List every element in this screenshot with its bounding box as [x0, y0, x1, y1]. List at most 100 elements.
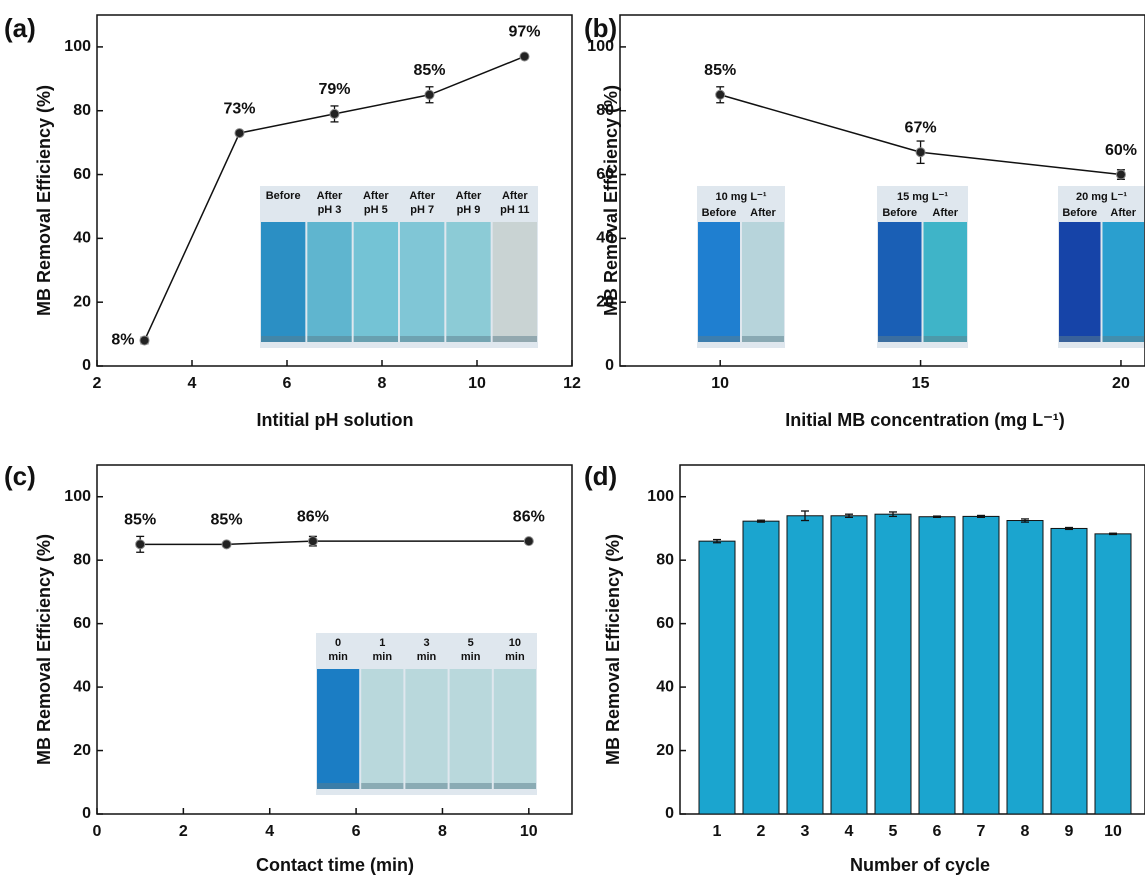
y-tick-label: 20 — [73, 293, 91, 310]
y-tick-label: 60 — [656, 615, 674, 632]
y-axis-title: MB Removal Efficiency (%) — [34, 534, 54, 765]
x-tick-label: 8 — [378, 375, 387, 392]
vial-bottom — [405, 783, 448, 789]
inset-title: 15 mg L⁻¹ — [897, 191, 948, 203]
vial — [698, 222, 740, 342]
point — [139, 335, 150, 346]
y-tick-label: 40 — [73, 678, 91, 695]
vial-bottom — [1102, 336, 1144, 342]
point — [135, 539, 146, 550]
vial — [446, 222, 491, 342]
inset-label: min — [461, 651, 481, 663]
inset-label: min — [328, 651, 348, 663]
bar — [874, 513, 912, 815]
y-tick-label: 60 — [73, 166, 91, 183]
inset-label: After — [317, 190, 343, 202]
error-bar — [713, 538, 721, 544]
error-bar — [801, 510, 809, 522]
inset-title: 20 mg L⁻¹ — [1076, 191, 1127, 203]
inset-label: 5 — [468, 637, 474, 649]
x-tick-label: 1 — [713, 823, 722, 840]
vial — [261, 222, 306, 342]
x-tick-label: 10 — [711, 375, 729, 392]
x-tick-label: 2 — [757, 823, 766, 840]
vial — [923, 222, 967, 342]
inset-photo — [260, 186, 538, 348]
inset-label: min — [505, 651, 525, 663]
vial-bottom — [492, 336, 537, 342]
panel-label: (c) — [4, 461, 36, 491]
vial — [361, 669, 404, 789]
y-axis-title: MB Removal Efficiency (%) — [603, 534, 623, 765]
bar — [962, 515, 1000, 815]
point — [329, 108, 340, 119]
x-tick-label: 2 — [179, 823, 188, 840]
y-tick-label: 20 — [73, 742, 91, 759]
y-axis-title: MB Removal Efficiency (%) — [601, 85, 621, 316]
vial-bottom — [878, 336, 922, 342]
x-tick-label: 8 — [438, 823, 447, 840]
vial — [742, 222, 784, 342]
panel-label: (b) — [584, 13, 617, 43]
y-tick-label: 20 — [656, 742, 674, 759]
inset-label: After — [363, 190, 389, 202]
y-tick-label: 100 — [647, 488, 674, 505]
x-tick-label: 2 — [93, 375, 102, 392]
y-tick-label: 0 — [82, 805, 91, 822]
inset-label: pH 11 — [500, 204, 529, 216]
x-tick-label: 9 — [1065, 823, 1074, 840]
x-tick-label: 5 — [889, 823, 898, 840]
error-bar — [977, 514, 985, 518]
x-tick-label: 15 — [912, 375, 930, 392]
inset-label: pH 9 — [457, 204, 481, 216]
plot-frame — [679, 464, 1145, 815]
vial-bottom — [261, 336, 306, 342]
inset-label: 0 — [335, 637, 341, 649]
value-label: 85% — [413, 62, 445, 79]
vial-bottom — [923, 336, 967, 342]
x-tick-label: 10 — [1104, 823, 1122, 840]
y-axis-title: MB Removal Efficiency (%) — [34, 85, 54, 316]
inset-title: 10 mg L⁻¹ — [715, 191, 766, 203]
plot-frame — [96, 464, 573, 815]
vial-bottom — [1059, 336, 1101, 342]
vial — [405, 669, 448, 789]
vial-bottom — [742, 336, 784, 342]
x-tick-label: 6 — [283, 375, 292, 392]
panel-label: (a) — [4, 13, 36, 43]
plot-frame — [96, 14, 573, 367]
inset-label: 1 — [379, 637, 385, 649]
bar — [1094, 533, 1132, 815]
x-tick-label: 8 — [1021, 823, 1030, 840]
inset-label: After — [409, 190, 435, 202]
y-tick-label: 0 — [605, 357, 614, 374]
value-label: 85% — [211, 512, 243, 529]
vial — [1102, 222, 1144, 342]
vial-bottom — [449, 783, 492, 789]
point — [715, 89, 726, 100]
inset-label: 10 — [509, 637, 521, 649]
value-label: 73% — [223, 100, 255, 117]
inset-label: After — [750, 207, 776, 219]
inset-label: After — [1110, 207, 1136, 219]
error-bar — [933, 515, 941, 518]
x-tick-label: 12 — [563, 375, 581, 392]
x-tick-label: 10 — [520, 823, 538, 840]
bar — [830, 515, 868, 815]
error-bar — [1065, 526, 1073, 531]
x-axis-title: Contact time (min) — [256, 855, 414, 875]
error-bar — [1109, 532, 1117, 536]
point — [307, 536, 318, 547]
y-tick-label: 60 — [73, 615, 91, 632]
panel-label: (d) — [584, 461, 617, 491]
x-tick-label: 10 — [468, 375, 486, 392]
bar — [698, 540, 736, 815]
y-tick-label: 20 — [596, 293, 614, 310]
x-tick-label: 6 — [352, 823, 361, 840]
y-tick-label: 40 — [656, 678, 674, 695]
point — [523, 536, 534, 547]
inset-label: Before — [266, 190, 301, 202]
x-tick-label: 4 — [188, 375, 197, 392]
y-tick-label: 100 — [64, 488, 91, 505]
